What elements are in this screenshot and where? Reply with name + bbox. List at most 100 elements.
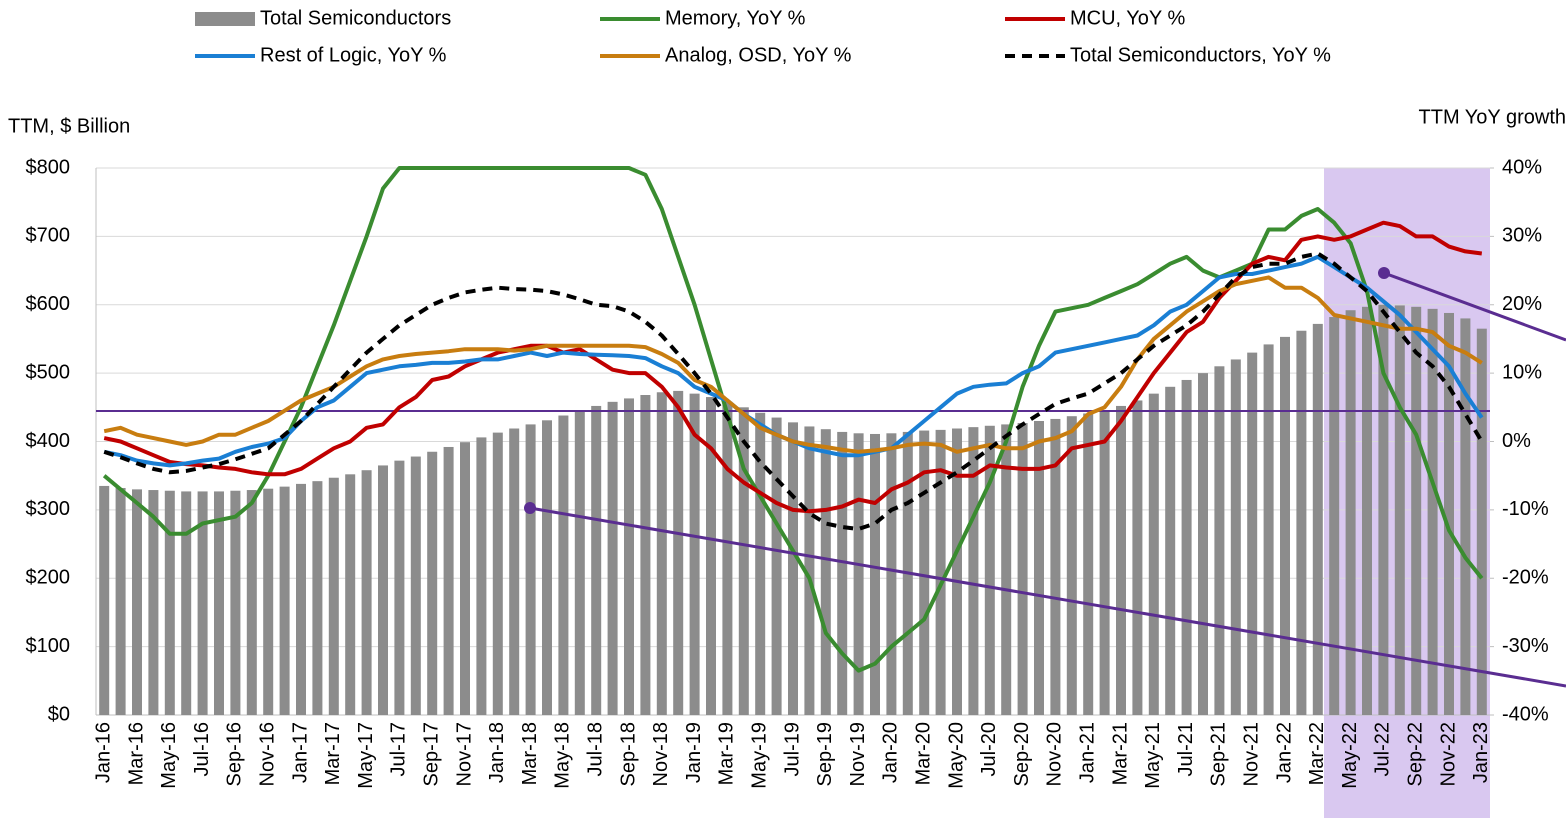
bar <box>132 489 142 715</box>
bar <box>214 491 224 715</box>
x-tick-label: Nov-21 <box>1240 722 1262 786</box>
bar <box>230 490 241 715</box>
y2-tick-label: 40% <box>1502 156 1542 178</box>
x-tick-label: Nov-18 <box>650 722 672 786</box>
x-tick-label: Nov-22 <box>1437 722 1459 786</box>
x-tick-label: Mar-21 <box>1109 722 1131 785</box>
bar <box>1427 308 1438 715</box>
bar <box>296 483 306 715</box>
bar <box>722 401 733 715</box>
bar <box>755 412 766 715</box>
bar <box>656 392 667 715</box>
bar <box>394 460 405 715</box>
x-tick-label: May-18 <box>552 722 574 789</box>
bar <box>1034 420 1044 715</box>
legend: Total Semiconductors Memory, YoY % MCU, Yo… <box>195 7 1331 66</box>
bar <box>492 432 503 715</box>
bar <box>99 485 110 715</box>
bar <box>1230 359 1241 715</box>
bar <box>427 451 438 715</box>
x-tick-label: May-19 <box>748 722 770 789</box>
x-tick-label: Nov-17 <box>453 722 475 786</box>
legend-label: Rest of Logic, YoY % <box>260 44 447 66</box>
bar <box>788 422 798 715</box>
legend-swatch <box>195 12 255 26</box>
y-tick-label: $200 <box>26 567 71 589</box>
line-series <box>103 251 1484 531</box>
x-tick-label: Nov-16 <box>256 722 278 786</box>
bar <box>919 430 930 715</box>
y-tick-label: $0 <box>48 703 70 725</box>
bar <box>558 415 569 715</box>
bar <box>886 433 897 715</box>
bar <box>1312 323 1323 715</box>
y2-axis-title: TTM YoY growth <box>1419 106 1566 128</box>
bar <box>738 407 749 715</box>
x-tick-label: May-16 <box>158 722 180 789</box>
x-tick-label: Jan-18 <box>486 722 508 783</box>
bar <box>279 486 290 715</box>
bar <box>1362 306 1372 715</box>
bar <box>1181 379 1192 715</box>
bar <box>263 488 274 715</box>
x-tick-label: Sep-19 <box>814 722 836 787</box>
bar <box>312 481 323 715</box>
bar <box>1345 310 1356 715</box>
x-tick-label: Mar-16 <box>125 722 147 785</box>
x-tick-label: May-17 <box>355 722 377 789</box>
annotation-arrow <box>1383 271 1566 342</box>
bar <box>706 397 716 715</box>
x-tick-label: Jan-21 <box>1076 722 1098 783</box>
bar <box>1280 336 1290 715</box>
annotation-arrow <box>529 506 1566 688</box>
bar <box>1247 352 1258 715</box>
bar <box>164 490 175 715</box>
bar <box>984 425 995 715</box>
y-axis-title: TTM, $ Billion <box>8 115 130 137</box>
x-tick-label: Jan-23 <box>1470 722 1492 783</box>
x-tick-label: Mar-20 <box>912 722 934 785</box>
y2-tick-label: -20% <box>1502 567 1549 589</box>
x-tick-label: Jul-16 <box>191 722 213 776</box>
bar <box>443 446 454 715</box>
plot-area <box>95 166 1566 716</box>
legend-label: Total Semiconductors <box>260 7 451 29</box>
bar <box>115 487 126 715</box>
y-tick-label: $800 <box>26 156 71 178</box>
y-tick-label: $300 <box>26 498 71 520</box>
y-tick-label: $400 <box>26 430 71 452</box>
x-tick-label: Sep-22 <box>1404 722 1426 787</box>
y2-tick-label: 10% <box>1502 361 1542 383</box>
bar <box>345 474 356 715</box>
x-tick-label: Mar-18 <box>519 722 541 785</box>
bar <box>1017 423 1028 715</box>
bar <box>689 393 700 715</box>
x-tick-label: Sep-16 <box>224 722 246 787</box>
annotation-dot <box>1378 267 1390 279</box>
bar <box>607 401 618 715</box>
y-tick-label: $700 <box>26 225 71 247</box>
bar <box>509 428 520 715</box>
x-tick-label: Sep-21 <box>1208 722 1230 787</box>
x-tick-label: Jul-20 <box>978 722 1000 776</box>
bar <box>574 410 585 715</box>
x-tick-label: May-20 <box>945 722 967 789</box>
x-tick-label: Mar-22 <box>1306 722 1328 785</box>
bar <box>870 433 880 715</box>
bar <box>624 398 634 715</box>
y-tick-label: $100 <box>26 635 71 657</box>
x-tick-label: Jan-22 <box>1273 722 1295 783</box>
y2-tick-label: 20% <box>1502 293 1542 315</box>
bar <box>952 428 962 715</box>
bar <box>148 490 159 715</box>
bar <box>1050 418 1061 715</box>
bar <box>328 477 339 715</box>
bar <box>1460 318 1471 715</box>
bar <box>640 395 651 715</box>
x-tick-label: Jan-20 <box>880 722 902 783</box>
bar <box>525 424 536 715</box>
x-tick-label: Jul-18 <box>584 722 606 776</box>
bar <box>361 470 372 715</box>
bar <box>460 442 470 715</box>
